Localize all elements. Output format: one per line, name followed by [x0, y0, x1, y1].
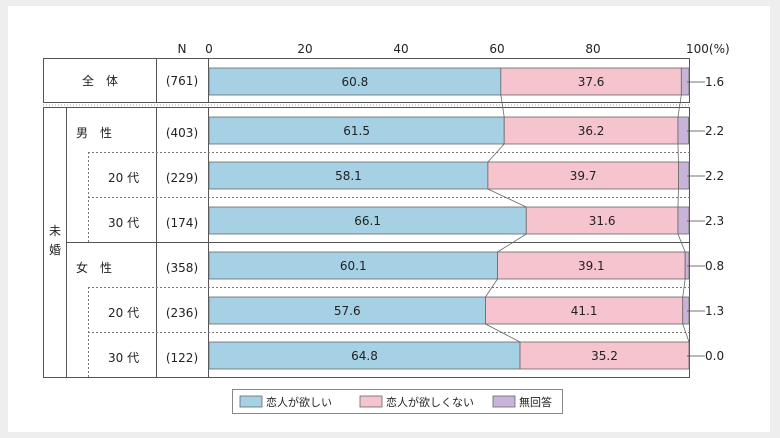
- row-label-male: 男 性: [76, 126, 112, 140]
- data-label-row3-series0: 66.1: [354, 214, 381, 228]
- data-label-row3-series2: 2.3: [705, 214, 724, 228]
- n-value-male-20s: (229): [166, 171, 198, 185]
- data-label-row0-series2: 1.6: [705, 75, 724, 89]
- bar-row5-series1: [485, 296, 684, 325]
- bar-row5-series0: [208, 296, 486, 325]
- connector-row3-1: [677, 233, 686, 253]
- data-label-row3-series1: 31.6: [589, 214, 616, 228]
- axis-tick-3: 60: [489, 42, 504, 56]
- row-label-male-30s: 30 代: [108, 216, 139, 230]
- dotted-separators: [88, 152, 690, 378]
- row-label-female: 女 性: [76, 260, 112, 275]
- connector-row2-0: [487, 188, 527, 208]
- data-label-row0-series1: 37.6: [578, 75, 605, 89]
- connector-row0-1: [677, 94, 682, 118]
- axis-tick-4: 80: [585, 42, 600, 56]
- bar-row1-series2: [677, 116, 689, 145]
- n-value-male-30s: (174): [166, 216, 198, 230]
- bar-row1-series0: [208, 116, 505, 145]
- axis-tick-0: 0: [205, 42, 213, 56]
- row-label-total: 全 体: [82, 73, 118, 88]
- bar-row4-series2: [684, 251, 690, 280]
- data-label-row6-series2: 0.0: [705, 349, 724, 363]
- axis-tick-5: 100(%): [686, 42, 730, 56]
- data-label-row6-series0: 64.8: [351, 349, 378, 363]
- data-label-row4-series2: 0.8: [705, 259, 724, 273]
- data-label-row4-series0: 60.1: [340, 259, 367, 273]
- data-label-row6-series1: 35.2: [591, 349, 618, 363]
- n-value-female-30s: (122): [166, 351, 198, 365]
- connector-row1-0: [487, 143, 505, 163]
- n-value-male: (403): [166, 126, 198, 140]
- bar-row6-series0: [208, 341, 521, 370]
- data-label-row2-series1: 39.7: [570, 169, 597, 183]
- axis-tick-2: 40: [393, 42, 408, 56]
- legend-swatch-want: [239, 395, 263, 408]
- bar-row2-series1: [487, 161, 679, 190]
- legend: 恋人が欲しい 恋人が欲しくない 無回答: [232, 389, 563, 414]
- bar-row0-series1: [500, 67, 682, 96]
- legend-label-want: 恋人が欲しい: [266, 395, 332, 409]
- bar-row3-series1: [525, 206, 679, 235]
- data-label-row1-series1: 36.2: [578, 124, 605, 138]
- legend-label-no-answer: 無回答: [519, 395, 552, 409]
- data-label-row2-series2: 2.2: [705, 169, 724, 183]
- bar-row6-series1: [519, 341, 690, 370]
- connector-row5-0: [485, 323, 521, 343]
- bar-row1-series1: [503, 116, 679, 145]
- legend-label-not-want: 恋人が欲しくない: [386, 395, 474, 409]
- connector-row5-1: [682, 323, 690, 343]
- connector-row4-0: [485, 278, 498, 298]
- chart-frame: N 0 20 40 60 80 100(%) 未 婚 全 体 男 性 20 代 30 代 …: [8, 6, 770, 432]
- bar-row3-series0: [208, 206, 527, 235]
- legend-swatch-not-want: [359, 395, 383, 408]
- legend-swatch-no-answer: [492, 395, 516, 408]
- group-label-char-2: 婚: [49, 243, 61, 257]
- bar-row2-series0: [208, 161, 489, 190]
- n-value-female-20s: (236): [166, 306, 198, 320]
- bar-row3-series2: [677, 206, 690, 235]
- data-label-row5-series2: 1.3: [705, 304, 724, 318]
- data-label-row5-series0: 57.6: [334, 304, 361, 318]
- n-header: N: [178, 42, 187, 56]
- connector-row3-0: [497, 233, 527, 253]
- axis-tick-1: 20: [297, 42, 312, 56]
- n-value-female: (358): [166, 261, 198, 275]
- data-label-row5-series1: 41.1: [571, 304, 598, 318]
- row-label-female-20s: 20 代: [108, 306, 139, 320]
- bar-row4-series1: [497, 251, 686, 280]
- row-label-female-30s: 30 代: [108, 351, 139, 365]
- row-label-male-20s: 20 代: [108, 171, 139, 185]
- data-label-row1-series2: 2.2: [705, 124, 724, 138]
- data-label-row2-series0: 58.1: [335, 169, 362, 183]
- connector-row4-1: [682, 278, 686, 298]
- n-value-total: (761): [166, 74, 198, 88]
- stacked-bar-chart: N 0 20 40 60 80 100(%) 未 婚 全 体 男 性 20 代 30 代 …: [43, 42, 730, 414]
- data-label-row1-series0: 61.5: [343, 124, 370, 138]
- bar-row0-series2: [680, 67, 690, 96]
- bar-row4-series0: [208, 251, 498, 280]
- bar-row2-series2: [678, 161, 690, 190]
- connector-row0-0: [500, 94, 505, 118]
- data-label-row0-series0: 60.8: [342, 75, 369, 89]
- bar-row5-series2: [682, 296, 690, 325]
- data-label-row4-series1: 39.1: [578, 259, 605, 273]
- group-label-char-1: 未: [49, 224, 61, 238]
